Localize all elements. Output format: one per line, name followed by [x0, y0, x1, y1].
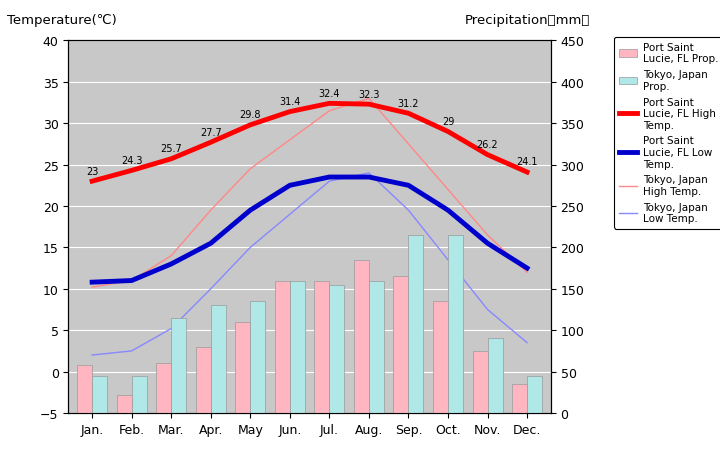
Port Saint
Lucie, FL High
Temp. [127, 168, 136, 174]
Bar [512, 384, 527, 413]
Bar [235, 322, 251, 413]
Text: 31.2: 31.2 [397, 99, 419, 108]
Tokyo, Japan
High Temp. [207, 208, 215, 213]
Tokyo, Japan
High Temp. [523, 270, 531, 275]
Line: Port Saint
Lucie, FL Low
Temp.: Port Saint Lucie, FL Low Temp. [92, 178, 527, 283]
Text: 23: 23 [86, 166, 99, 176]
Text: 26.2: 26.2 [477, 140, 498, 150]
Port Saint
Lucie, FL Low
Temp. [444, 208, 452, 213]
Bar [433, 302, 448, 413]
Tokyo, Japan
Low Temp. [167, 326, 176, 331]
Port Saint
Lucie, FL High
Temp. [286, 110, 294, 115]
Port Saint
Lucie, FL Low
Temp. [483, 241, 492, 246]
Bar [408, 235, 423, 413]
Bar [329, 285, 344, 413]
Bar [472, 351, 487, 413]
Port Saint
Lucie, FL High
Temp. [364, 102, 373, 108]
Bar [393, 277, 408, 413]
Bar [117, 395, 132, 413]
Text: 25.7: 25.7 [161, 144, 182, 154]
Tokyo, Japan
Low Temp. [325, 179, 333, 185]
Text: 32.3: 32.3 [358, 90, 379, 100]
Port Saint
Lucie, FL High
Temp. [167, 157, 176, 162]
Bar [156, 364, 171, 413]
Bar [369, 281, 384, 413]
Port Saint
Lucie, FL High
Temp. [325, 101, 333, 107]
Tokyo, Japan
High Temp. [167, 253, 176, 259]
Tokyo, Japan
High Temp. [88, 285, 96, 290]
Tokyo, Japan
High Temp. [325, 109, 333, 114]
Tokyo, Japan
Low Temp. [483, 307, 492, 313]
Port Saint
Lucie, FL Low
Temp. [127, 278, 136, 284]
Line: Tokyo, Japan
Low Temp.: Tokyo, Japan Low Temp. [92, 174, 527, 355]
Tokyo, Japan
High Temp. [483, 233, 492, 238]
Port Saint
Lucie, FL Low
Temp. [286, 183, 294, 189]
Tokyo, Japan
Low Temp. [127, 348, 136, 354]
Tokyo, Japan
Low Temp. [88, 353, 96, 358]
Bar [290, 281, 305, 413]
Port Saint
Lucie, FL High
Temp. [523, 170, 531, 175]
Bar [171, 318, 186, 413]
Tokyo, Japan
Low Temp. [444, 257, 452, 263]
Tokyo, Japan
High Temp. [286, 138, 294, 143]
Text: Precipitation（mm）: Precipitation（mm） [464, 14, 590, 27]
Bar [251, 302, 265, 413]
Port Saint
Lucie, FL High
Temp. [444, 129, 452, 135]
Port Saint
Lucie, FL Low
Temp. [364, 175, 373, 180]
Bar [315, 281, 329, 413]
Tokyo, Japan
Low Temp. [523, 340, 531, 346]
Text: 29.8: 29.8 [240, 110, 261, 120]
Port Saint
Lucie, FL High
Temp. [88, 179, 96, 185]
Legend: Port Saint
Lucie, FL Prop., Tokyo, Japan
Prop., Port Saint
Lucie, FL High
Temp.,: Port Saint Lucie, FL Prop., Tokyo, Japan… [613, 38, 720, 229]
Bar [132, 376, 147, 413]
Port Saint
Lucie, FL Low
Temp. [523, 266, 531, 271]
Line: Tokyo, Japan
High Temp.: Tokyo, Japan High Temp. [92, 99, 527, 287]
Port Saint
Lucie, FL High
Temp. [207, 140, 215, 146]
Bar [527, 376, 542, 413]
Tokyo, Japan
High Temp. [364, 96, 373, 102]
Port Saint
Lucie, FL High
Temp. [483, 152, 492, 158]
Bar [92, 376, 107, 413]
Text: 31.4: 31.4 [279, 97, 300, 107]
Tokyo, Japan
High Temp. [127, 278, 136, 284]
Text: 24.3: 24.3 [121, 156, 143, 166]
Tokyo, Japan
Low Temp. [404, 208, 413, 213]
Bar [448, 235, 463, 413]
Port Saint
Lucie, FL Low
Temp. [207, 241, 215, 246]
Tokyo, Japan
Low Temp. [364, 171, 373, 176]
Tokyo, Japan
High Temp. [246, 167, 255, 172]
Port Saint
Lucie, FL High
Temp. [246, 123, 255, 129]
Tokyo, Japan
High Temp. [404, 142, 413, 147]
Tokyo, Japan
High Temp. [444, 187, 452, 193]
Tokyo, Japan
Low Temp. [286, 212, 294, 218]
Port Saint
Lucie, FL Low
Temp. [246, 208, 255, 213]
Bar [211, 306, 226, 413]
Port Saint
Lucie, FL Low
Temp. [88, 280, 96, 285]
Text: 24.1: 24.1 [516, 157, 538, 167]
Port Saint
Lucie, FL Low
Temp. [167, 262, 176, 267]
Text: 27.7: 27.7 [200, 128, 222, 137]
Port Saint
Lucie, FL Low
Temp. [404, 183, 413, 189]
Port Saint
Lucie, FL Low
Temp. [325, 175, 333, 180]
Text: 29: 29 [442, 117, 454, 127]
Bar [275, 281, 290, 413]
Bar [77, 365, 92, 413]
Port Saint
Lucie, FL High
Temp. [404, 111, 413, 117]
Text: Temperature(℃): Temperature(℃) [7, 14, 117, 27]
Line: Port Saint
Lucie, FL High
Temp.: Port Saint Lucie, FL High Temp. [92, 104, 527, 182]
Tokyo, Japan
Low Temp. [207, 286, 215, 292]
Bar [196, 347, 211, 413]
Text: 32.4: 32.4 [319, 89, 340, 99]
Bar [354, 260, 369, 413]
Bar [487, 339, 503, 413]
Tokyo, Japan
Low Temp. [246, 245, 255, 251]
